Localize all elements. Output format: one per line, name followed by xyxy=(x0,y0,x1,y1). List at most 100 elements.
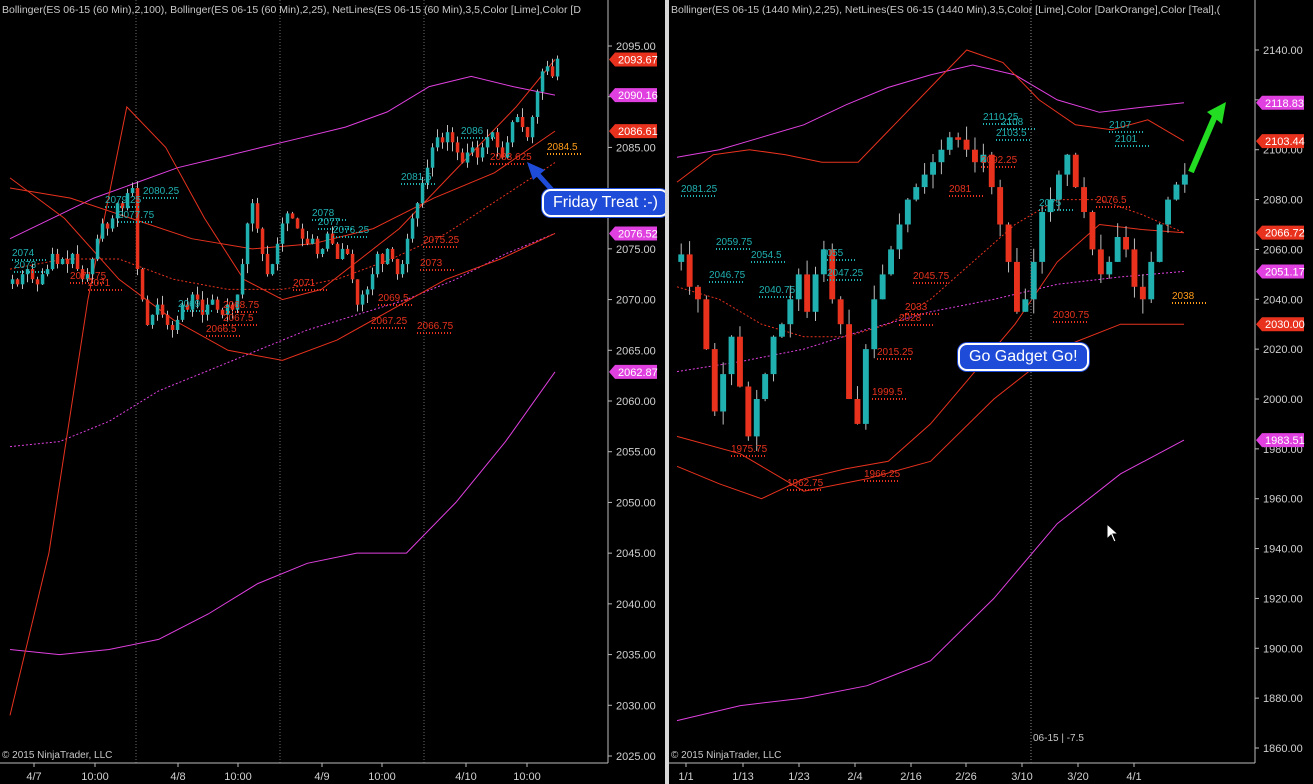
candle xyxy=(345,248,350,254)
candle xyxy=(779,324,785,337)
netline-label: 2073 xyxy=(14,260,37,271)
candle xyxy=(165,314,170,325)
candle xyxy=(125,193,130,209)
candle xyxy=(25,269,30,275)
price-tag xyxy=(1256,225,1304,240)
candle xyxy=(470,147,475,153)
chart-canvas-60min[interactable]: 2095.002090.002085.002080.002075.002070.… xyxy=(0,0,665,784)
netline-label: 2071 xyxy=(293,278,316,289)
candle xyxy=(275,243,280,265)
x-tick-label: 10:00 xyxy=(368,771,396,783)
candle xyxy=(545,66,550,72)
candle xyxy=(500,147,505,158)
netline-label: 1966.25 xyxy=(864,469,901,480)
x-tick-label: 2/26 xyxy=(955,771,976,783)
price-tag xyxy=(1256,95,1304,110)
candle xyxy=(854,399,861,424)
chart-canvas-daily[interactable]: 2140.002120.002100.002080.002060.002040.… xyxy=(669,0,1313,784)
candle xyxy=(888,249,894,275)
netline-label: 2069.5 xyxy=(378,293,409,304)
y-tick-label: 1960.00 xyxy=(1263,494,1303,506)
candle xyxy=(155,304,160,315)
candle xyxy=(285,213,290,224)
bollinger-25-upper-band xyxy=(9,59,556,716)
candle xyxy=(360,294,365,305)
y-tick-label: 2140.00 xyxy=(1263,45,1303,57)
candle xyxy=(280,223,285,244)
candle xyxy=(1022,299,1029,312)
candle xyxy=(540,71,545,92)
y-tick-label: 2045.00 xyxy=(616,548,656,560)
x-tick-label: 2/16 xyxy=(900,771,921,783)
candle xyxy=(510,122,515,143)
bollinger-25-lower xyxy=(9,177,556,361)
netline-label: 2067.5 xyxy=(223,313,254,324)
candle xyxy=(85,274,90,280)
candle xyxy=(1106,261,1113,275)
candle xyxy=(1039,212,1046,262)
candle xyxy=(210,299,215,305)
candle xyxy=(753,399,760,437)
netline-label: 2015.25 xyxy=(877,347,914,358)
x-tick-label: 4/10 xyxy=(455,771,476,783)
candle xyxy=(1181,174,1188,185)
candle xyxy=(145,299,150,325)
candle xyxy=(335,243,340,259)
bollinger-mid-band xyxy=(676,199,1185,338)
candle xyxy=(475,147,480,158)
candle xyxy=(100,223,105,239)
outer-band-lower xyxy=(676,439,1185,722)
netline-label: 2081 xyxy=(949,184,972,195)
candle xyxy=(120,203,125,209)
price-tag xyxy=(609,88,657,103)
candle xyxy=(150,314,155,325)
netline-label: 2038 xyxy=(1172,291,1195,302)
candle xyxy=(435,137,440,148)
netline-label: 2080.25 xyxy=(143,186,180,197)
chart-panel-daily[interactable]: 2140.002120.002100.002080.002060.002040.… xyxy=(669,0,1313,784)
x-tick-label: 4/8 xyxy=(170,771,185,783)
candle xyxy=(330,233,335,244)
candle xyxy=(955,137,962,140)
panel-divider[interactable] xyxy=(665,0,669,784)
candle xyxy=(200,299,205,315)
candle xyxy=(963,139,970,150)
netline-label: 2081.5 xyxy=(401,172,432,183)
indicator-header-daily: Bollinger(ES 06-15 (1440 Min),2,25), Net… xyxy=(671,4,1221,16)
candle xyxy=(787,299,794,325)
callout-friday-treat: Friday Treat :-) xyxy=(542,189,665,217)
netline-label: 2107 xyxy=(1109,120,1132,131)
price-tag-value: 2030.00 xyxy=(1265,319,1305,331)
candle xyxy=(310,238,315,244)
candle xyxy=(695,286,701,300)
candle xyxy=(530,117,535,138)
chart-panel-60min[interactable]: 2095.002090.002085.002080.002075.002070.… xyxy=(0,0,665,784)
candle xyxy=(980,154,987,163)
netline-label: 2071.75 xyxy=(70,271,107,282)
candle xyxy=(380,253,385,264)
candle xyxy=(1064,154,1071,175)
candle xyxy=(921,174,928,188)
price-tag xyxy=(609,52,657,67)
netline-label: 2059.75 xyxy=(716,237,753,248)
candle xyxy=(1114,237,1121,262)
candle xyxy=(55,253,60,264)
candle xyxy=(295,218,300,229)
candle xyxy=(15,279,20,285)
candle xyxy=(115,203,120,219)
candle xyxy=(350,253,355,280)
copyright-label: © 2015 NinjaTrader, LLC xyxy=(2,750,113,761)
y-tick-label: 2065.00 xyxy=(616,345,656,357)
bollinger-lower xyxy=(676,323,1184,492)
netline-label: 2074 xyxy=(12,248,35,259)
y-tick-label: 2020.00 xyxy=(1263,344,1303,356)
candle xyxy=(20,274,25,285)
candle xyxy=(60,259,65,265)
candle xyxy=(485,137,490,148)
candle xyxy=(385,248,390,265)
candle xyxy=(410,218,415,239)
candle xyxy=(195,294,200,300)
candle xyxy=(265,253,270,275)
x-tick-label: 3/10 xyxy=(1011,771,1032,783)
candle xyxy=(1081,187,1087,212)
